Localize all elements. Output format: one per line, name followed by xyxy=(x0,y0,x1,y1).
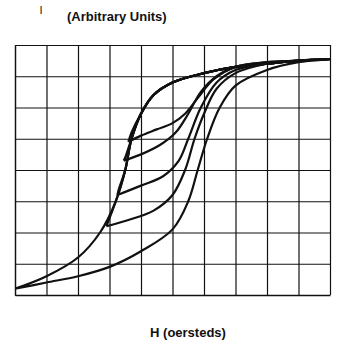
y-grid-line xyxy=(15,139,330,140)
y-grid-line xyxy=(15,76,330,77)
hysteresis-loop xyxy=(117,59,330,195)
y-tick xyxy=(15,45,330,46)
y-tick xyxy=(15,170,330,171)
hysteresis-loop xyxy=(106,59,330,226)
y-grid-line xyxy=(15,170,330,171)
y-axis xyxy=(15,46,330,296)
x-tick xyxy=(330,45,331,295)
x-grid-line xyxy=(330,45,331,295)
y-grid-line xyxy=(15,232,330,233)
y-grid-line xyxy=(15,295,330,296)
x-axis xyxy=(16,45,331,296)
x-axis-line xyxy=(16,295,331,296)
y-tick xyxy=(15,233,330,234)
y-tick xyxy=(15,201,330,202)
y-axis-title: I xyxy=(39,4,42,16)
hysteresis-loop xyxy=(128,59,330,142)
y-tick xyxy=(15,264,330,265)
annotation: (Arbitrary Units) xyxy=(67,9,167,24)
y-grid-line xyxy=(15,107,330,108)
y-tick xyxy=(15,108,330,109)
y-tick xyxy=(15,295,330,296)
plot-area xyxy=(15,59,330,289)
chart: I (Arbitrary Units) H (oersteds) xyxy=(0,0,345,353)
y-grid-line xyxy=(15,201,330,202)
hysteresis-loop xyxy=(15,59,330,289)
y-grid-line xyxy=(15,264,330,265)
x-axis-title: H (oersteds) xyxy=(150,325,226,340)
y-tick xyxy=(15,76,330,77)
y-grid-line xyxy=(15,45,330,46)
y-tick xyxy=(15,139,330,140)
